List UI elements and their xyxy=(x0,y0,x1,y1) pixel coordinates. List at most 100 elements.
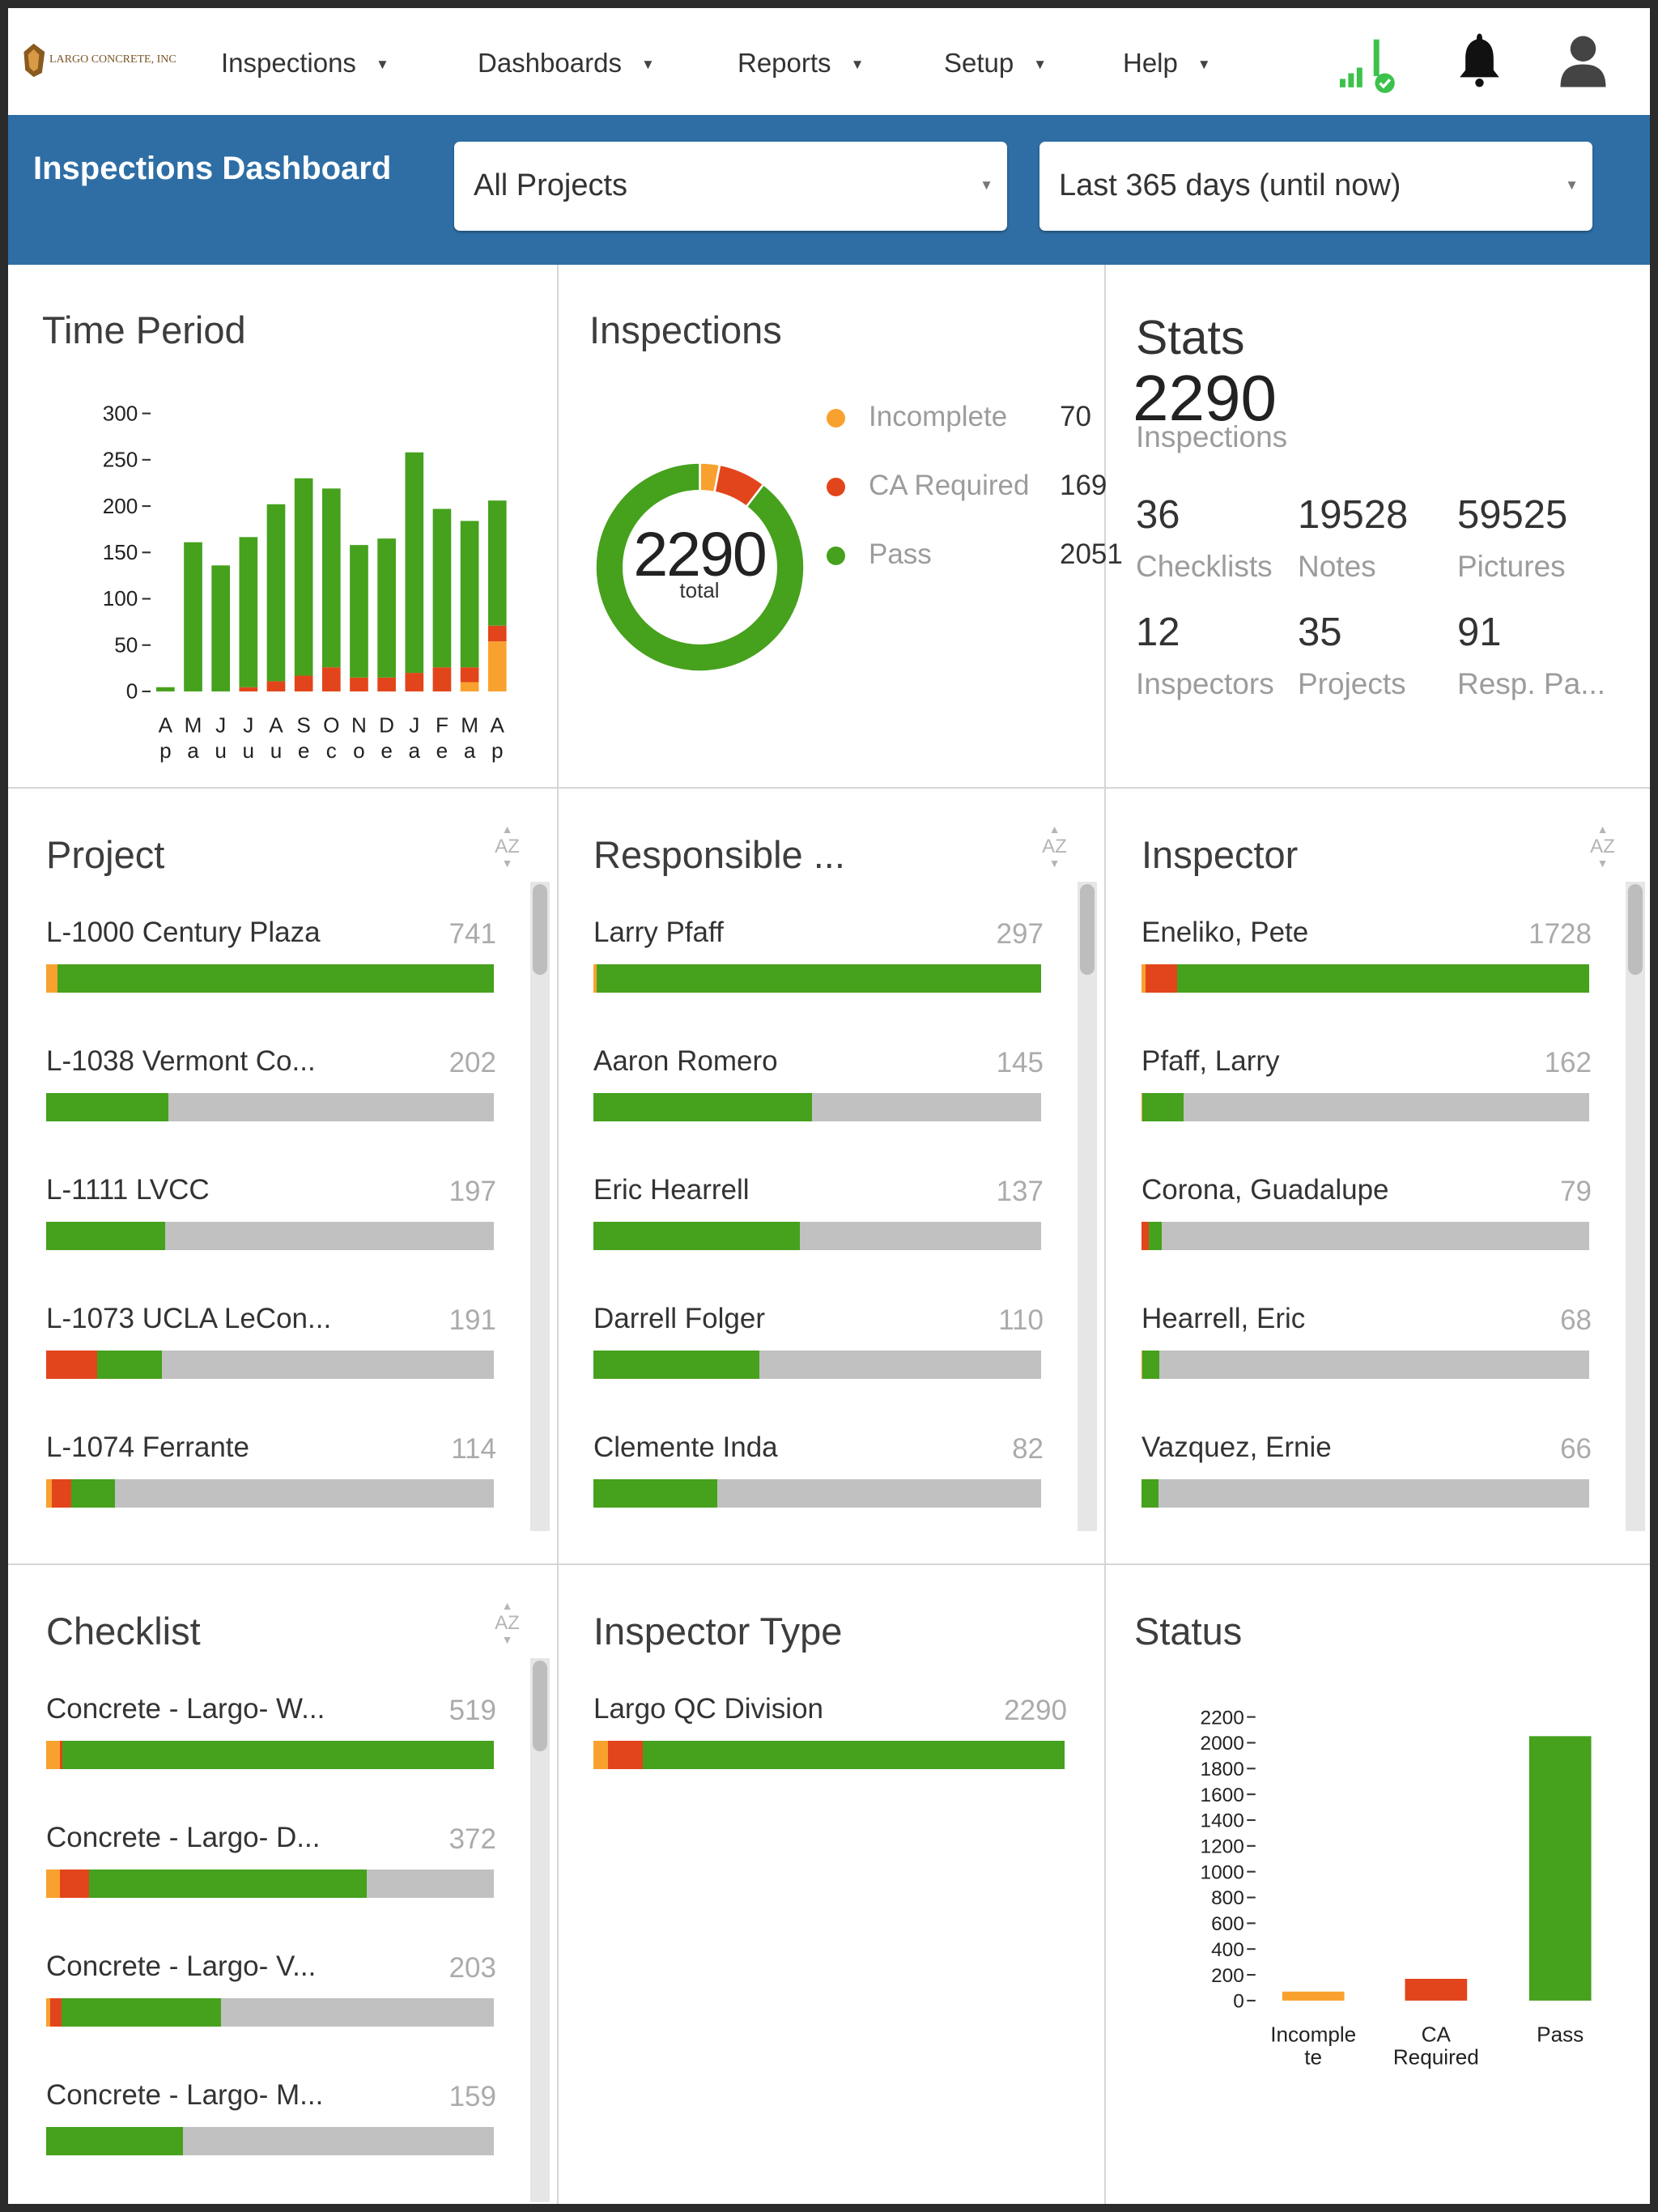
y-tick-label: 200 xyxy=(103,494,138,518)
scrollbar[interactable] xyxy=(530,1658,550,2202)
list-item[interactable]: Concrete - Largo- V... 203 xyxy=(46,1950,496,2031)
list-item[interactable]: Hearrell, Eric 68 xyxy=(1141,1303,1592,1384)
legend-item[interactable]: Incomplete 70 xyxy=(827,401,1123,437)
bar-segment-pass xyxy=(596,964,1041,993)
list-item[interactable]: L-1074 Ferrante 114 xyxy=(46,1431,496,1512)
scrollbar-thumb[interactable] xyxy=(533,884,547,975)
menu-help[interactable]: Help ▼ xyxy=(1123,48,1211,79)
legend-item[interactable]: CA Required 169 xyxy=(827,470,1123,506)
stat-label: Checklists xyxy=(1136,550,1273,583)
x-tick-label: o xyxy=(353,738,365,763)
bar-segment-pass xyxy=(593,1351,759,1379)
list-item[interactable]: Vazquez, Ernie 66 xyxy=(1141,1431,1592,1512)
company-logo[interactable]: LARGO CONCRETE, INC xyxy=(21,42,193,79)
bar-segment-ca_required xyxy=(607,1741,643,1769)
list-item[interactable]: L-1111 LVCC 197 xyxy=(46,1174,496,1255)
scrollbar-thumb[interactable] xyxy=(533,1661,547,1751)
list-item[interactable]: Corona, Guadalupe 79 xyxy=(1141,1174,1592,1255)
donut-total: 2290 xyxy=(633,520,767,589)
y-tick-label: 0 xyxy=(126,679,138,704)
scrollbar[interactable] xyxy=(530,882,550,1531)
item-progress-bar xyxy=(46,2127,494,2155)
menu-inspections[interactable]: Inspections ▼ xyxy=(221,48,389,79)
bar-pass[interactable] xyxy=(1528,1736,1592,2001)
item-count: 114 xyxy=(451,1433,496,1465)
stats-title: Stats xyxy=(1136,311,1245,364)
list-item[interactable]: Concrete - Largo- W... 519 xyxy=(46,1693,496,1774)
list-item[interactable]: Clemente Inda 82 xyxy=(593,1431,1044,1512)
bar-segment-incomplete xyxy=(1141,1093,1142,1121)
signal-check-icon[interactable] xyxy=(1334,36,1405,99)
inspections-donut-chart xyxy=(594,462,806,673)
item-count: 741 xyxy=(449,918,496,950)
bar-segment-pass xyxy=(46,1093,168,1121)
legend-item[interactable]: Pass 2051 xyxy=(827,538,1123,575)
bell-icon[interactable] xyxy=(1456,31,1503,90)
bar-incomplete xyxy=(487,641,507,691)
bar-ca_required xyxy=(350,677,368,691)
item-name: Largo QC Division xyxy=(593,1693,823,1725)
bar-pass xyxy=(266,504,286,682)
item-name: Pfaff, Larry xyxy=(1141,1045,1280,1077)
sort-az-icon[interactable]: ▲ AZ ▼ xyxy=(495,1599,520,1646)
time-period-chart: 050100150200250300ApMaJuJuAuSeOcNoDeJaFe… xyxy=(103,401,507,763)
item-progress-bar xyxy=(46,1093,494,1121)
list-item[interactable]: Eric Hearrell 137 xyxy=(593,1174,1044,1255)
bar-segment-ca_required xyxy=(52,1479,71,1508)
item-count: 197 xyxy=(449,1176,496,1207)
x-tick-label: u xyxy=(243,738,255,763)
bar-segment-pass xyxy=(46,2127,184,2155)
list-item[interactable]: Aaron Romero 145 xyxy=(593,1045,1044,1126)
stat-label: Resp. Pa... xyxy=(1457,667,1606,700)
bar-segment-incomplete xyxy=(46,1479,53,1508)
status-title: Status xyxy=(1134,1610,1243,1653)
list-item[interactable]: Largo QC Division 2290 xyxy=(593,1693,1067,1774)
user-icon[interactable] xyxy=(1558,33,1609,90)
item-count: 1728 xyxy=(1528,918,1592,950)
list-item[interactable]: Larry Pfaff 297 xyxy=(593,917,1044,998)
list-item[interactable]: Darrell Folger 110 xyxy=(593,1303,1044,1384)
list-item[interactable]: L-1000 Century Plaza 741 xyxy=(46,917,496,998)
menu-setup[interactable]: Setup ▼ xyxy=(944,48,1047,79)
bar-ca_required[interactable] xyxy=(1405,1979,1468,2001)
list-item[interactable]: Concrete - Largo- D... 372 xyxy=(46,1822,496,1903)
item-progress-bar xyxy=(46,1351,494,1379)
bar-pass xyxy=(184,542,202,691)
menu-reports[interactable]: Reports ▼ xyxy=(738,48,864,79)
panel-responsible: Responsible ... ▲ AZ ▼ Larry Pfaff 297 Aaron R… xyxy=(555,787,1103,1531)
menu-dashboards[interactable]: Dashboards ▼ xyxy=(478,48,655,79)
donut-slice-pass[interactable] xyxy=(594,462,806,673)
item-name: L-1038 Vermont Co... xyxy=(46,1045,316,1077)
list-item[interactable]: Concrete - Largo- M... 159 xyxy=(46,2079,496,2160)
y-tick-label: 1600 xyxy=(1201,1784,1244,1806)
scrollbar[interactable] xyxy=(1078,882,1097,1531)
bar-ca_required xyxy=(266,681,286,691)
item-count: 2290 xyxy=(1004,1695,1067,1726)
item-name: Concrete - Largo- D... xyxy=(46,1822,321,1853)
top-navbar: LARGO CONCRETE, INC Inspections ▼ Dashboa… xyxy=(8,8,1650,115)
sort-az-icon[interactable]: ▲ AZ ▼ xyxy=(1590,823,1615,870)
bar-segment-pass xyxy=(97,1351,162,1379)
menu-label: Dashboards xyxy=(478,48,622,78)
bar-ca_required xyxy=(487,625,507,642)
legend-dot-icon xyxy=(827,478,845,496)
list-item[interactable]: Pfaff, Larry 162 xyxy=(1141,1045,1592,1126)
bar-segment-incomplete xyxy=(593,1741,608,1769)
bar-pass xyxy=(350,545,368,678)
sort-az-icon[interactable]: ▲ AZ ▼ xyxy=(495,823,520,870)
x-tick-label: e xyxy=(436,738,449,763)
item-progress-bar xyxy=(1141,1222,1589,1250)
sort-az-icon[interactable]: ▲ AZ ▼ xyxy=(1042,823,1067,870)
y-tick-label: 150 xyxy=(103,540,138,564)
scrollbar-thumb[interactable] xyxy=(1628,884,1643,975)
item-count: 519 xyxy=(449,1695,496,1726)
list-item[interactable]: L-1073 UCLA LeCon... 191 xyxy=(46,1303,496,1384)
period-select[interactable]: Last 365 days (until now) ▼ xyxy=(1039,142,1592,231)
project-select[interactable]: All Projects ▼ xyxy=(454,142,1007,231)
list-item[interactable]: Eneliko, Pete 1728 xyxy=(1141,917,1592,998)
scrollbar[interactable] xyxy=(1626,882,1645,1531)
scrollbar-thumb[interactable] xyxy=(1080,884,1095,975)
list-item[interactable]: L-1038 Vermont Co... 202 xyxy=(46,1045,496,1126)
bar-incomplete[interactable] xyxy=(1282,1991,1345,2001)
item-count: 162 xyxy=(1544,1047,1592,1078)
